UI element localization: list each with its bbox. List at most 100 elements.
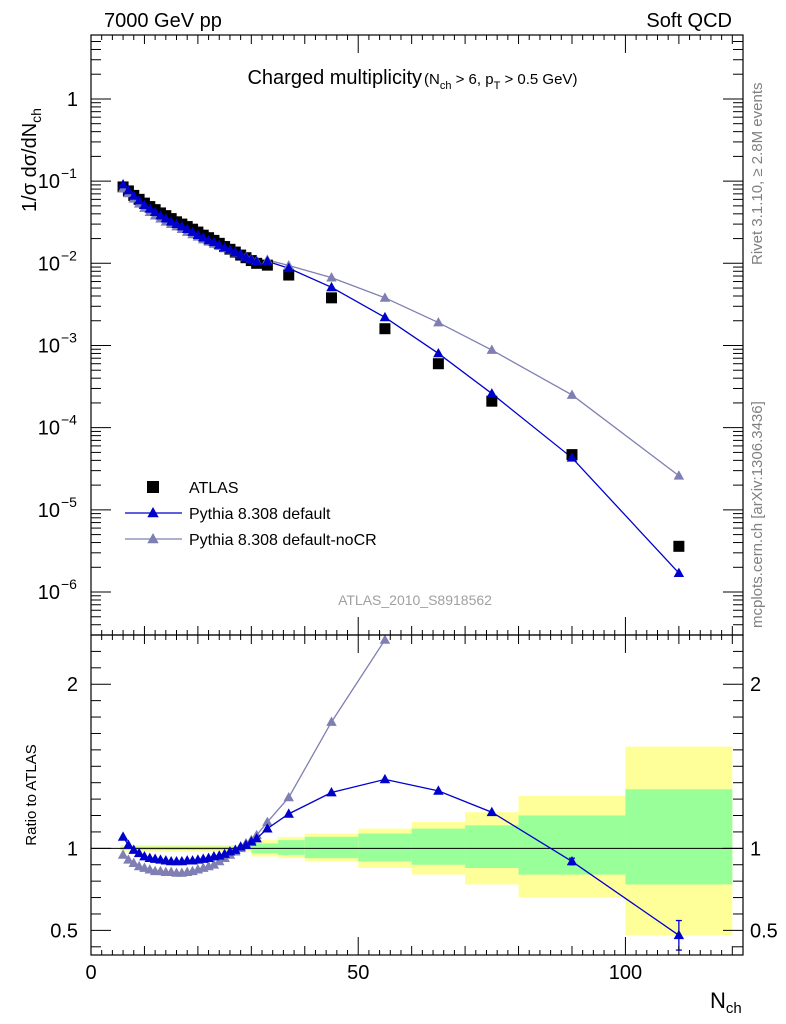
series-point-default xyxy=(139,199,150,210)
series-point-default xyxy=(673,567,685,577)
series-point-default xyxy=(224,244,236,254)
series-point-default xyxy=(128,190,139,200)
ratio-point-default xyxy=(240,839,252,849)
series-point-default xyxy=(176,221,188,231)
ratio-point-nocr xyxy=(123,854,134,864)
series-point-default xyxy=(192,229,204,240)
main-y-axis-label: 1/σ dσ/dNch xyxy=(19,108,44,212)
y-tick-label: 10 xyxy=(38,582,60,604)
ratio-point-nocr xyxy=(214,855,225,866)
ratio-y-tick-label-right: 0.5 xyxy=(750,920,778,942)
ratio-panel: 0 50 100 0.5 0.5 1 1 2 2 Ratio to ATLAS Nch xyxy=(23,634,778,1017)
y-tick-label: 10 xyxy=(38,253,60,275)
y-tick-label-exponent: −6 xyxy=(61,576,77,592)
atlas-point xyxy=(325,292,337,304)
ratio-point-default xyxy=(117,831,129,841)
ratio-frame xyxy=(90,634,744,956)
series-point-default xyxy=(187,226,198,236)
main-title: Charged multiplicity xyxy=(247,67,422,89)
band-inner xyxy=(358,833,412,862)
series-point-default xyxy=(133,195,145,205)
series-point-default xyxy=(240,251,252,262)
ratio-point-default xyxy=(486,806,498,817)
series-point-default xyxy=(251,256,262,266)
y-tick-label: 10 xyxy=(38,335,60,357)
band-inner xyxy=(518,815,626,875)
atlas-point xyxy=(486,395,498,407)
series-point-nocr xyxy=(486,344,498,354)
series-point-default xyxy=(123,184,134,195)
atlas-point xyxy=(432,358,444,370)
series-point-nocr xyxy=(433,317,444,327)
series-point-nocr xyxy=(566,389,578,399)
legend-label: Pythia 8.308 default xyxy=(189,506,331,523)
series-point-default xyxy=(379,311,391,322)
main-panel: 10 −610 −510 −410 −310 −210 −11 Charged multip… xyxy=(19,34,744,636)
main-series-layer xyxy=(117,178,685,577)
legend: ATLAS Pythia 8.308 default Pythia 8.308 de… xyxy=(125,480,377,549)
series-point-default xyxy=(566,452,578,462)
series-point-default xyxy=(486,388,498,398)
series-point-nocr xyxy=(326,272,337,282)
series-point-default xyxy=(230,246,241,257)
legend-label: Pythia 8.308 default-noCR xyxy=(189,532,377,549)
series-point-default xyxy=(144,203,156,213)
band-inner xyxy=(465,825,519,869)
series-point-default xyxy=(283,262,294,273)
y-tick-label-exponent: −4 xyxy=(61,412,77,428)
side-label-bottom: mcplots.cern.ch [arXiv:1306.3436] xyxy=(749,401,766,628)
ratio-point-default xyxy=(123,839,134,849)
series-point-default xyxy=(155,210,166,220)
series-point-default xyxy=(171,218,182,228)
ratio-y-tick-label: 1 xyxy=(67,838,78,860)
y-tick-label-exponent: −5 xyxy=(61,494,77,510)
series-point-default xyxy=(117,178,129,189)
series-point-default xyxy=(198,232,209,242)
band-inner xyxy=(278,840,305,855)
series-point-default xyxy=(262,255,273,266)
ratio-axis-ticks: 0 50 100 0.5 0.5 1 1 2 2 xyxy=(50,635,778,984)
band-inner xyxy=(304,836,359,859)
ratio-point-nocr xyxy=(283,791,294,802)
x-tick-label: 50 xyxy=(347,962,369,984)
atlas-point xyxy=(261,259,273,271)
ratio-point-default xyxy=(133,847,145,858)
ratio-series-layer xyxy=(117,634,685,951)
series-point-default xyxy=(326,281,337,292)
atlas-point xyxy=(283,269,295,281)
series-point-nocr xyxy=(379,292,391,302)
series-point-default xyxy=(219,242,230,252)
main-axis-ticks: 10 −610 −510 −410 −310 −210 −11 xyxy=(38,34,743,636)
ratio-uncertainty-bands xyxy=(120,746,733,936)
x-tick-label: 0 xyxy=(85,962,96,984)
ratio-point-default xyxy=(128,844,139,854)
ratio-point-nocr xyxy=(379,634,391,644)
ratio-y-tick-label-right: 2 xyxy=(750,674,761,696)
ratio-point-default xyxy=(246,836,257,846)
ratio-point-default xyxy=(433,785,444,795)
ratio-point-default xyxy=(379,773,391,784)
ratio-point-nocr xyxy=(208,859,220,869)
atlas-point xyxy=(673,540,685,552)
x-axis-label: Nch xyxy=(710,988,742,1017)
y-tick-label: 10 xyxy=(38,418,60,440)
atlas-point xyxy=(379,323,391,335)
ratio-point-nocr xyxy=(326,716,337,726)
ratio-point-nocr xyxy=(128,857,139,867)
ratio-point-default xyxy=(326,787,337,797)
analysis-id-label: ATLAS_2010_S8918562 xyxy=(338,592,492,608)
header-right: Soft QCD xyxy=(646,10,732,32)
band-inner xyxy=(411,828,466,865)
ratio-point-nocr xyxy=(262,816,273,826)
ratio-point-default xyxy=(283,808,294,818)
y-tick-label-exponent: −1 xyxy=(61,165,77,181)
header-left: 7000 GeV pp xyxy=(104,10,222,32)
y-tick-label: 10 xyxy=(38,171,60,193)
ratio-point-nocr xyxy=(117,849,129,859)
side-label-top: Rivet 3.1.10, ≥ 2.8M events xyxy=(749,83,766,266)
ratio-point-default xyxy=(262,823,273,833)
x-tick-label: 100 xyxy=(609,962,642,984)
series-point-default xyxy=(160,213,172,223)
series-point-default xyxy=(165,216,177,226)
legend-marker xyxy=(147,533,159,544)
